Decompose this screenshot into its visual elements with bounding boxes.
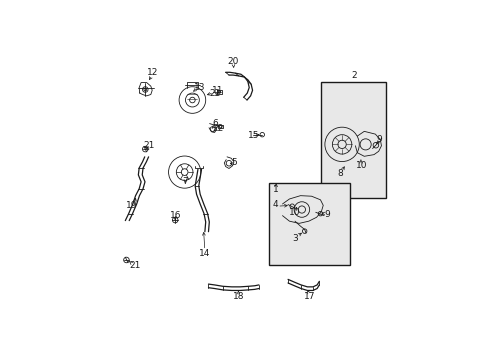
Text: 17: 17 [303,292,314,301]
Text: 7: 7 [182,177,188,186]
Text: 1: 1 [273,185,279,194]
Text: 18: 18 [232,292,244,301]
Text: 10: 10 [355,161,366,170]
Text: 22: 22 [212,124,223,133]
Text: 3: 3 [292,234,298,243]
Text: 2: 2 [350,71,356,80]
Text: 22: 22 [208,89,220,98]
Text: 6: 6 [212,119,218,128]
Text: 12: 12 [146,68,158,77]
Text: 14: 14 [199,249,210,258]
Text: 8: 8 [336,169,342,178]
Text: 20: 20 [227,57,239,66]
Text: 16: 16 [169,211,181,220]
Text: 5: 5 [231,158,236,167]
FancyBboxPatch shape [268,183,350,265]
Text: 21: 21 [129,261,140,270]
Text: 9: 9 [376,135,382,144]
Text: 19: 19 [126,201,138,210]
Text: 10: 10 [288,208,300,217]
Text: 15: 15 [247,131,259,140]
FancyBboxPatch shape [321,82,386,198]
Text: 11: 11 [211,86,223,95]
Text: 13: 13 [193,83,204,92]
Text: 9: 9 [324,210,330,219]
Text: 21: 21 [142,141,154,150]
Text: 4: 4 [272,200,278,209]
